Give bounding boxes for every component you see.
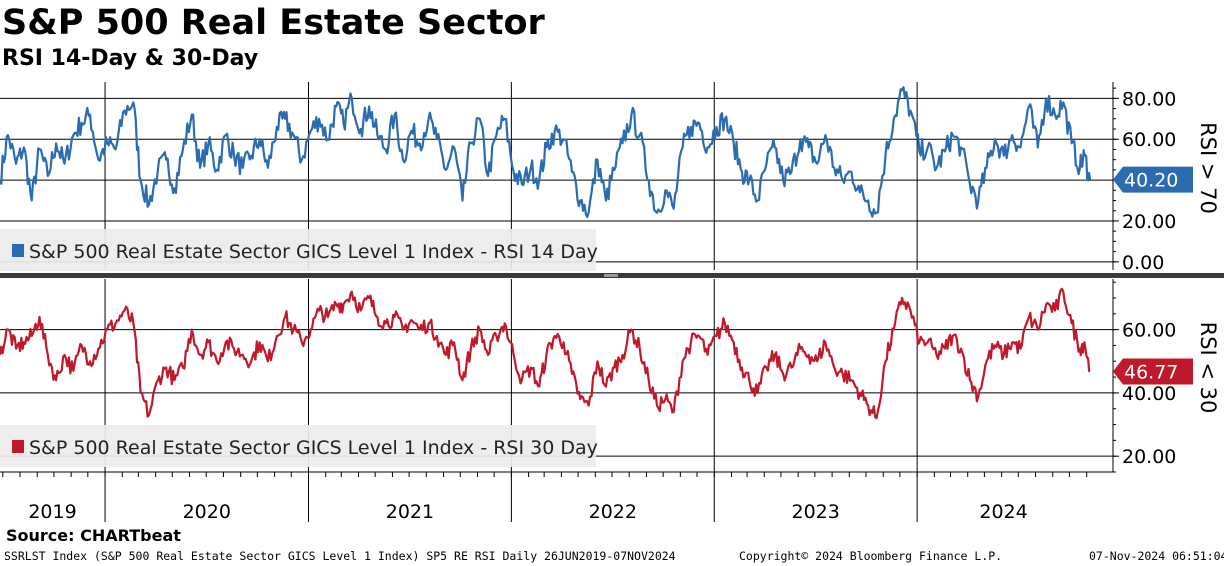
rsi-14-tick-label: 80.00: [1122, 88, 1176, 110]
year-label: 2021: [386, 501, 434, 523]
chart-title: S&P 500 Real Estate Sector: [2, 3, 545, 43]
rsi-30-panel: 20.00 40.00 60.00 46.77 RSI < 30 S&P 500 Real…: [0, 279, 1220, 473]
rsi-30-tick-label: 40.00: [1122, 383, 1176, 405]
rsi-14-tick-label: 20.00: [1122, 211, 1176, 233]
rsi-30-legend-box: [0, 425, 596, 467]
rsi-14-tick-label: 0.00: [1122, 252, 1164, 274]
rsi-30-legend-label: S&P 500 Real Estate Sector GICS Level 1 …: [29, 437, 598, 459]
footer-copyright: Copyright© 2024 Bloomberg Finance L.P.: [739, 549, 1003, 563]
year-label: 2020: [183, 501, 231, 523]
year-label: 2022: [589, 501, 637, 523]
rsi-30-last-value-label: 46.77: [1124, 361, 1178, 383]
rsi-14-last-value-label: 40.20: [1124, 170, 1178, 192]
rsi-30-last-value-badge: [1113, 358, 1193, 385]
panel-divider-handle: [604, 274, 618, 277]
rsi-30-legend-swatch: [12, 440, 24, 453]
rsi-14-last-value-badge: [1113, 166, 1193, 193]
rsi-30-tick-label: 20.00: [1122, 446, 1176, 468]
footer-timestamp: 07-Nov-2024 06:51:04: [1089, 549, 1224, 563]
rsi-14-legend-label: S&P 500 Real Estate Sector GICS Level 1 …: [29, 241, 598, 263]
footer-index-description: SSRLST Index (S&P 500 Real Estate Sector…: [4, 549, 676, 563]
year-label: 2023: [792, 501, 840, 523]
year-label: 2019: [28, 501, 76, 523]
rsi-14-series-line: [0, 86, 1092, 219]
rsi-14-legend-box: [0, 229, 596, 271]
rsi-14-legend-swatch: [12, 244, 24, 257]
source-label: Source: CHARTbeat: [6, 526, 181, 545]
year-label: 2024: [979, 501, 1027, 523]
chart-subtitle: RSI 14-Day & 30-Day: [2, 46, 259, 71]
rsi-30-tick-label: 60.00: [1122, 320, 1176, 342]
rsi-30-series-line: [0, 287, 1091, 420]
rsi-14-tick-label: 60.00: [1122, 129, 1176, 151]
x-axis: 2019 2020 2021 2022 2023 2024: [0, 273, 1224, 523]
rsi-30-side-label: RSI < 30: [1196, 322, 1220, 414]
rsi-14-side-label: RSI > 70: [1196, 122, 1220, 214]
